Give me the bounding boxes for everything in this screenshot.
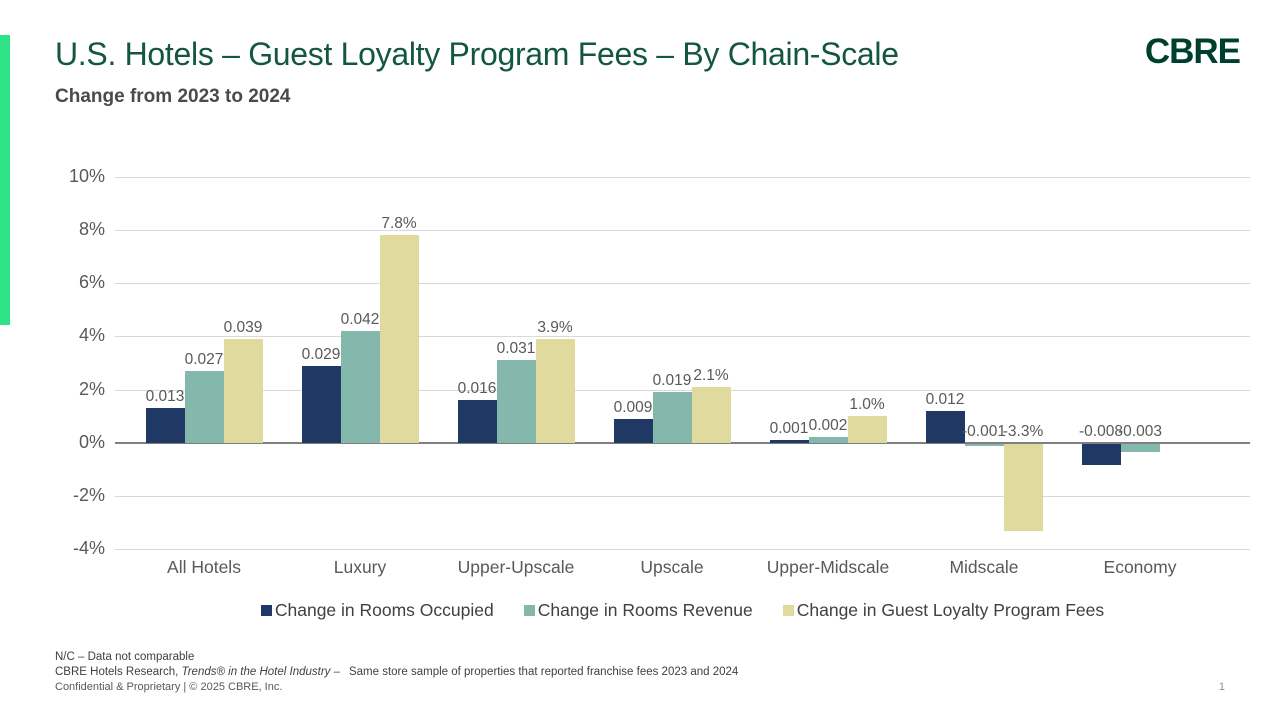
bar-label: 0.029 — [301, 345, 341, 363]
gridline — [115, 336, 1250, 338]
bar-label: 0.009 — [613, 398, 653, 416]
footnote-source-pre: CBRE Hotels Research, — [55, 666, 182, 678]
legend-swatch-icon — [782, 605, 794, 616]
y-tick-label: 6% — [78, 272, 105, 293]
bar-rooms_occupied-1 — [301, 365, 341, 443]
footnote-nc: N/C – Data not comparable — [55, 651, 195, 663]
bar-rooms_revenue-2 — [496, 360, 536, 443]
accent-bar — [0, 35, 10, 325]
bar-label: 0.039 — [223, 319, 263, 337]
bar-label: 1.0% — [849, 396, 885, 414]
x-category-label: Upscale — [640, 557, 704, 577]
legend-label: Change in Rooms Occupied — [274, 600, 494, 620]
bar-rooms_occupied-0 — [145, 408, 185, 443]
bar-rooms_occupied-2 — [457, 400, 497, 443]
cbre-logo: CBRE — [1144, 32, 1241, 71]
bar-rooms_occupied-6 — [1081, 443, 1121, 465]
bar-label: 3.9% — [537, 319, 573, 337]
bar-rooms_occupied-4 — [769, 440, 809, 443]
gridline — [115, 548, 1250, 550]
footnote-source-post: Same store sample of properties that rep… — [340, 666, 739, 678]
footnote-source-italic: Trends® in the Hotel Industry – — [181, 666, 341, 678]
y-tick-label: -4% — [72, 537, 105, 558]
page-title: U.S. Hotels – Guest Loyalty Program Fees… — [55, 36, 899, 72]
legend-item: Change in Rooms Occupied — [260, 600, 494, 621]
legend-swatch-icon — [523, 605, 535, 616]
x-category-label: Midscale — [949, 557, 1019, 577]
bar-rooms_revenue-6 — [1120, 443, 1160, 452]
bar-rooms_revenue-1 — [340, 331, 380, 443]
bar-rooms_revenue-4 — [808, 437, 848, 443]
bar-loyalty_fees-1 — [379, 235, 419, 443]
x-category-label: Luxury — [333, 557, 387, 577]
chart-legend: Change in Rooms Occupied Change in Rooms … — [115, 600, 1250, 621]
footnote-confidential: Confidential & Proprietary | © 2025 CBRE… — [55, 681, 283, 693]
bar-label: -0.003 — [1118, 422, 1162, 440]
gridline — [115, 177, 1250, 178]
x-category-label: Upper-Midscale — [766, 557, 890, 577]
bar-label: -0.001 — [962, 422, 1006, 440]
legend-item: Change in Guest Loyalty Program Fees — [782, 600, 1105, 621]
y-tick-label: 4% — [78, 325, 105, 346]
legend-label: Change in Guest Loyalty Program Fees — [796, 600, 1105, 620]
bar-label: 0.016 — [457, 380, 497, 398]
x-axis-zero-line — [115, 441, 1250, 444]
bar-label: -3.3% — [1002, 422, 1044, 440]
bar-label: 0.013 — [145, 388, 185, 406]
y-tick-label: 8% — [78, 219, 105, 240]
bar-loyalty_fees-2 — [535, 339, 575, 443]
y-tick-label: 0% — [78, 431, 105, 452]
bar-rooms_revenue-3 — [652, 392, 692, 443]
bar-label: 0.001 — [769, 420, 809, 438]
bar-rooms_occupied-5 — [925, 410, 965, 443]
legend-swatch-icon — [260, 605, 272, 616]
bar-rooms_occupied-3 — [613, 418, 653, 443]
gridline — [115, 389, 1250, 391]
gridline — [115, 230, 1250, 232]
y-tick-label: -2% — [72, 484, 105, 505]
y-tick-label: 2% — [78, 378, 105, 399]
x-category-label: Upper-Upscale — [457, 557, 575, 577]
bar-label: 0.019 — [652, 372, 692, 390]
bar-loyalty_fees-4 — [847, 416, 887, 443]
bar-label: 2.1% — [693, 366, 729, 384]
bar-label: 0.012 — [925, 390, 965, 408]
legend-label: Change in Rooms Revenue — [537, 600, 753, 620]
bar-label: 0.031 — [496, 340, 536, 358]
legend-item: Change in Rooms Revenue — [523, 600, 753, 621]
bar-label: 0.027 — [184, 350, 224, 368]
gridline — [115, 283, 1250, 285]
page-subtitle: Change from 2023 to 2024 — [55, 86, 291, 107]
x-category-label: Economy — [1103, 557, 1177, 577]
bar-loyalty_fees-5 — [1003, 443, 1043, 532]
bar-rooms_revenue-0 — [184, 370, 224, 443]
y-tick-label: 10% — [68, 166, 105, 186]
page-number: 1 — [1218, 681, 1225, 693]
bar-label: 0.002 — [808, 417, 848, 435]
bar-loyalty_fees-0 — [223, 339, 263, 443]
bar-label: 0.042 — [340, 311, 380, 329]
bar-label: 7.8% — [381, 215, 417, 233]
gridline — [115, 495, 1250, 497]
footnote-source: CBRE Hotels Research, Trends® in the Hot… — [55, 666, 738, 678]
bar-label: -0.008 — [1079, 422, 1123, 440]
bar-loyalty_fees-3 — [691, 386, 731, 443]
bar-rooms_revenue-5 — [964, 443, 1004, 447]
x-category-label: All Hotels — [167, 557, 241, 577]
